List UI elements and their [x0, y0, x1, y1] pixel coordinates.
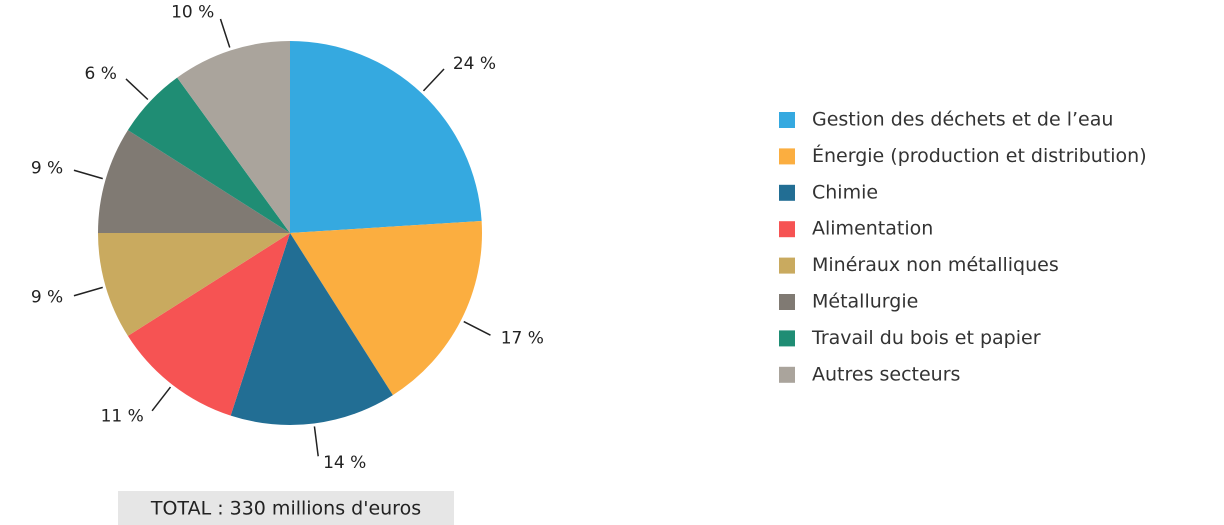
- legend-swatch: [779, 112, 795, 128]
- legend-label: Autres secteurs: [812, 363, 960, 385]
- data-label: 24 %: [453, 54, 496, 74]
- legend-swatch: [779, 257, 795, 274]
- pie-slice: [290, 41, 482, 233]
- data-label: 10 %: [171, 2, 214, 22]
- total-note: TOTAL : 330 millions d'euros: [150, 498, 421, 520]
- legend-swatch: [779, 294, 795, 310]
- pie-slice: [98, 233, 290, 336]
- legend-swatch: [779, 148, 795, 165]
- total-box: [118, 491, 454, 525]
- legend-label: Chimie: [812, 181, 878, 203]
- legend-label: Alimentation: [812, 218, 933, 240]
- legend-swatch: [779, 184, 795, 201]
- legend-swatch: [779, 366, 795, 383]
- legend-label: Gestion des déchets et de l’eau: [812, 109, 1113, 131]
- pie-slice: [177, 40, 290, 233]
- legend-swatch: [779, 330, 795, 347]
- pie-slice: [127, 77, 290, 234]
- pie-slice: [127, 233, 290, 416]
- pie-slice: [290, 220, 482, 396]
- leader-line: [125, 78, 149, 101]
- leader-line: [151, 386, 172, 412]
- data-label: 14 %: [323, 453, 366, 473]
- legend-label: Travail du bois et papier: [811, 327, 1041, 349]
- leader-line: [73, 286, 103, 297]
- data-label: 9 %: [31, 158, 63, 178]
- pie-slice: [98, 130, 290, 233]
- data-label: 17 %: [501, 328, 544, 348]
- legend-label: Minéraux non métalliques: [812, 254, 1059, 276]
- data-label: 11 %: [101, 406, 144, 426]
- data-label: 9 %: [31, 288, 63, 308]
- leader-line: [313, 426, 319, 457]
- legend-swatch: [779, 221, 795, 238]
- data-label: 6 %: [85, 64, 117, 84]
- leader-line: [422, 68, 445, 92]
- legend-label: Métallurgie: [812, 291, 918, 313]
- leader-line: [219, 18, 231, 48]
- pie-slice: [230, 233, 393, 425]
- leader-line: [73, 169, 103, 180]
- legend-label: Énergie (production et distribution): [812, 144, 1147, 167]
- leader-line: [463, 320, 491, 336]
